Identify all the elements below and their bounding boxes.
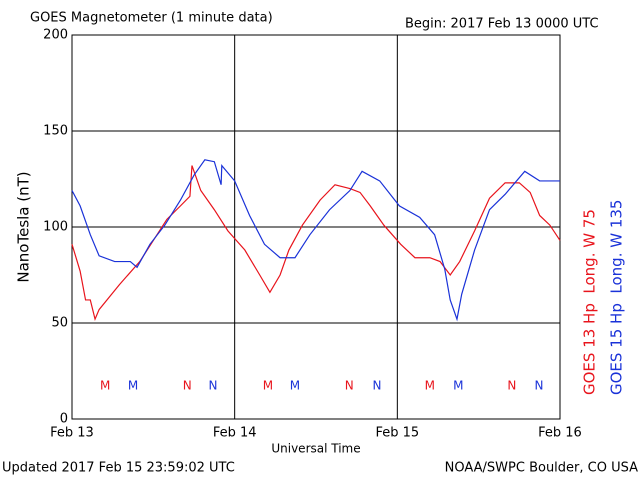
annotation: N (534, 379, 543, 393)
x-tick-label: Feb 15 (375, 426, 419, 441)
plot-frame (71, 34, 561, 420)
y-tick-label: 100 (43, 220, 68, 235)
annotation: M (263, 379, 273, 393)
chart-title: GOES Magnetometer (1 minute data) (30, 11, 273, 26)
annotation: N (183, 379, 192, 393)
chart-subtitle: Begin: 2017 Feb 13 0000 UTC (405, 17, 599, 32)
annotation: M (100, 379, 110, 393)
x-tick-label: Feb 13 (50, 426, 94, 441)
annotation: N (507, 379, 516, 393)
data-line (71, 165, 561, 322)
y-tick-label: 0 (60, 412, 68, 427)
footer-left: Updated 2017 Feb 15 23:59:02 UTC (2, 461, 235, 476)
annotation: M (290, 379, 300, 393)
annotation: M (453, 379, 463, 393)
annotation: M (425, 379, 435, 393)
y-axis-label: NanoTesla (nT) (15, 171, 33, 282)
annotation: N (345, 379, 354, 393)
y-tick-label: 200 (43, 28, 68, 43)
annotation: M (128, 379, 138, 393)
annotation: N (373, 379, 382, 393)
x-tick-label: Feb 14 (213, 426, 257, 441)
y-tick-label: 150 (43, 124, 68, 139)
annotation: N (208, 379, 217, 393)
footer-right: NOAA/SWPC Boulder, CO USA (445, 461, 638, 476)
legend-label: GOES 15 Hp Long. W 135 (608, 200, 626, 395)
data-line (71, 159, 560, 322)
y-tick-label: 50 (51, 316, 68, 331)
x-tick-label: Feb 16 (538, 426, 582, 441)
x-axis-label: Universal Time (271, 442, 360, 456)
legend-label: GOES 13 Hp Long. W 75 (581, 209, 599, 395)
